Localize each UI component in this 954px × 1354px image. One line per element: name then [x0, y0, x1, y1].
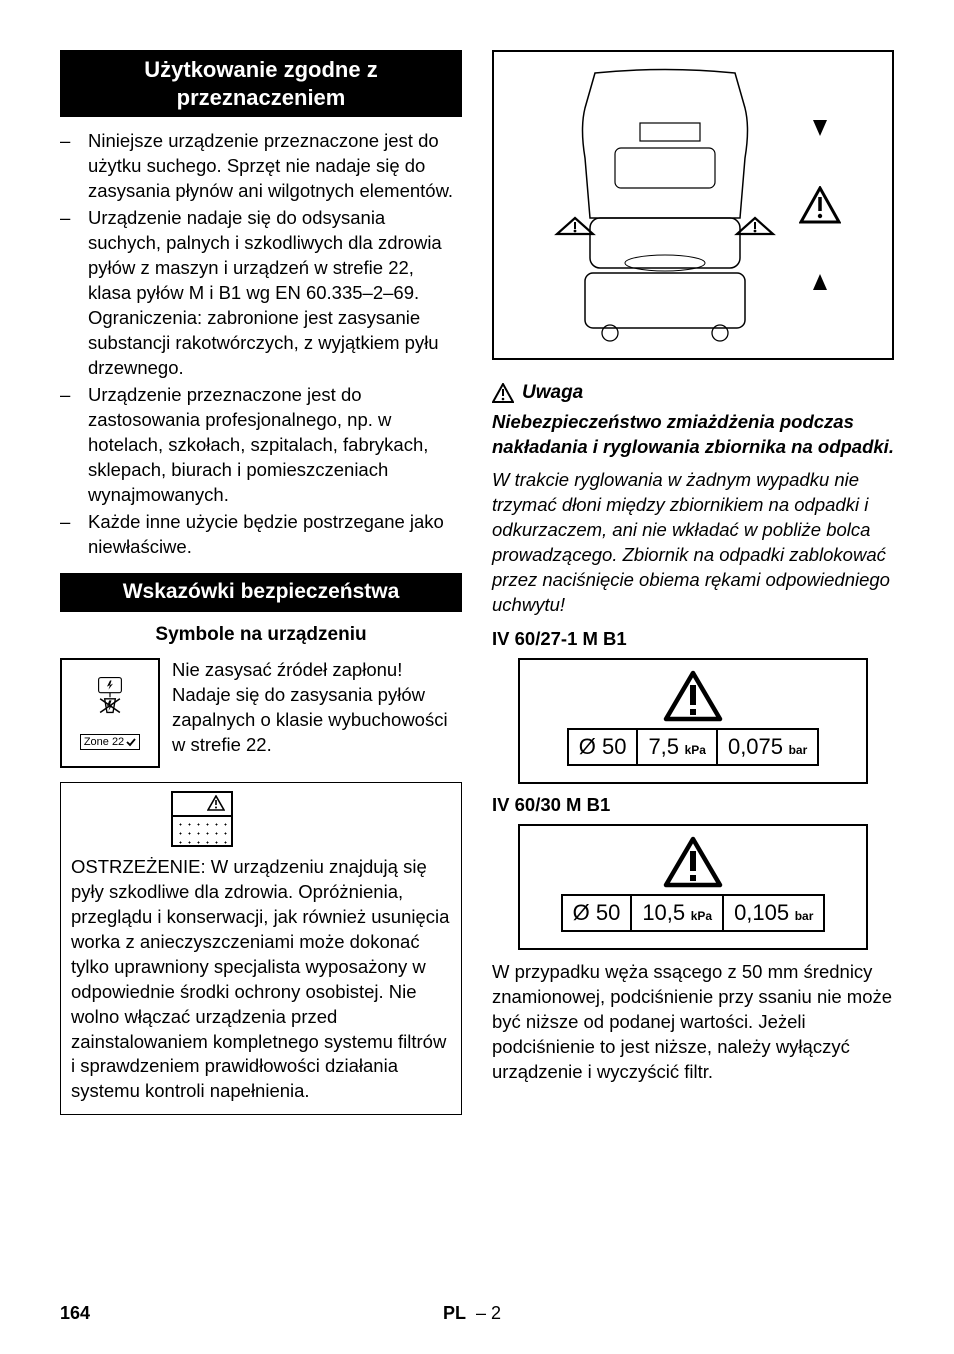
bullet-2-text: Urządzenie nadaje się do odsysania suchy… [88, 207, 442, 303]
spec1-kpa: 7,5 kPa [637, 729, 717, 765]
warning-triangle-icon [207, 795, 225, 811]
warning-triangle-icon [663, 670, 723, 722]
page-columns: Użytkowanie zgodne z przeznaczeniem Nini… [60, 50, 894, 1115]
spec2-bar: 0,105 bar [723, 895, 824, 931]
spec1-bar: 0,075 bar [717, 729, 818, 765]
subheading-symbols: Symbole na urządzeniu [60, 624, 462, 646]
left-column: Użytkowanie zgodne z przeznaczeniem Nini… [60, 50, 462, 1115]
crush-paragraph: W trakcie ryglowania w żadnym wypadku ni… [492, 468, 894, 618]
spec2-kpa: 10,5 kPa [631, 895, 723, 931]
bullet-3-text: Urządzenie przeznaczone jest do zastosow… [88, 384, 428, 505]
footer-lang: PL [443, 1303, 466, 1323]
hose-paragraph: W przypadku węża ssącego z 50 mm średnic… [492, 960, 894, 1085]
symbol-row: Zone 22 Nie zasysać źródeł zapłonu! Nada… [60, 658, 462, 768]
spec-box-1: Ø 50 7,5 kPa 0,075 bar [518, 658, 868, 784]
spec2-dia: Ø 50 [562, 895, 632, 931]
heading-safety: Wskazówki bezpieczeństwa [60, 573, 462, 611]
bullet-2: Urządzenie nadaje się do odsysania suchy… [60, 206, 462, 381]
spec-box-2: Ø 50 10,5 kPa 0,105 bar [518, 824, 868, 950]
footer-sub: – 2 [476, 1303, 501, 1323]
page-footer: 164 PL – 2 [60, 1303, 894, 1324]
spec-table-2: Ø 50 10,5 kPa 0,105 bar [561, 894, 826, 932]
atex-symbol-box: Zone 22 [60, 658, 160, 768]
model-1-label: IV 60/27-1 M B1 [492, 628, 894, 650]
bullet-1: Niniejsze urządzenie przeznaczone jest d… [60, 129, 462, 204]
bullet-1-text: Niniejsze urządzenie przeznaczone jest d… [88, 130, 453, 201]
model-2-label: IV 60/30 M B1 [492, 794, 894, 816]
bullet-4: Każde inne użycie będzie postrzegane jak… [60, 510, 462, 560]
warning-box: OSTRZEŻENIE: W urządzeniu znajdują się p… [60, 782, 462, 1116]
zone22-label: Zone 22 [80, 734, 140, 750]
warning-triangle-icon [799, 186, 841, 224]
warning-box-text: OSTRZEŻENIE: W urządzeniu znajdują się p… [71, 856, 449, 1102]
spec-table-1: Ø 50 7,5 kPa 0,075 bar [567, 728, 820, 766]
check-icon [126, 737, 136, 747]
page-number: 164 [60, 1303, 90, 1324]
arrow-down-icon [813, 120, 827, 136]
spec1-dia: Ø 50 [568, 729, 638, 765]
right-column: Uwaga Niebezpieczeństwo zmiażdżenia podc… [492, 50, 894, 1115]
crush-heading: Niebezpieczeństwo zmiażdżenia podczas na… [492, 410, 894, 460]
symbol-text: Nie zasysać źródeł zapłonu! Nadaje się d… [172, 658, 462, 758]
filter-warning-icon [171, 791, 233, 847]
usage-bullets: Niniejsze urządzenie przeznaczone jest d… [60, 129, 462, 559]
bullet-3: Urządzenie przeznaczone jest do zastosow… [60, 383, 462, 508]
bullet-2-sub: Ograniczenia: zabronione jest zasysanie … [88, 306, 462, 381]
warning-triangle-icon [663, 836, 723, 888]
device-illustration [492, 50, 894, 360]
zone22-text: Zone 22 [84, 736, 124, 748]
vacuum-drawing [545, 68, 785, 343]
attention-line: Uwaga [492, 382, 894, 404]
warning-triangle-icon [492, 383, 514, 403]
arrow-up-icon [813, 274, 827, 290]
atex-icon [89, 676, 131, 714]
attention-text: Uwaga [522, 382, 583, 404]
side-warning-arrows [799, 120, 841, 290]
bullet-4-text: Każde inne użycie będzie postrzegane jak… [88, 511, 444, 557]
heading-usage: Użytkowanie zgodne z przeznaczeniem [60, 50, 462, 117]
footer-center: PL – 2 [90, 1303, 854, 1324]
